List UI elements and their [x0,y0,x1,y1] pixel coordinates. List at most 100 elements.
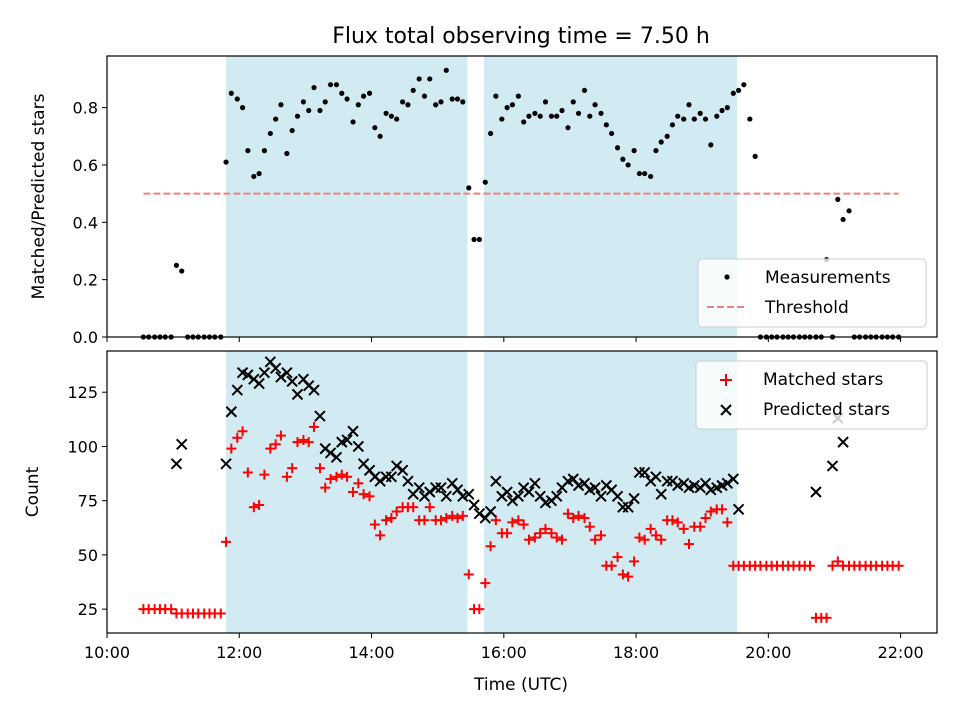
matched-star-point [369,519,380,530]
measurement-point [642,170,648,177]
measurement-point [648,173,654,180]
measurement-point [454,96,461,102]
predicted-star-point [727,473,740,485]
measurement-point [675,113,681,119]
predicted-star-point [490,475,502,487]
measurement-point [234,96,240,102]
predicted-star-point [837,436,849,448]
matched-star-point [248,502,259,513]
matched-star-point [358,489,369,500]
measurement-point [355,102,361,108]
matched-star-point [529,532,540,543]
matched-star-point [242,467,253,478]
measurement-point [570,99,576,105]
matched-star-point [391,506,402,517]
top-panel: 0.00.20.40.60.8 Matched/Predicted stars … [29,55,938,347]
measurement-point [466,185,472,191]
bottom-ytick-label: 125 [67,383,98,402]
bottom-axes-frame [106,350,938,634]
predicted-star-point [463,488,475,500]
matched-star-point [166,604,177,615]
matched-star-point [325,473,336,484]
bottom-xtick-label: 18:00 [613,643,659,662]
predicted-star-point [402,475,414,487]
matched-star-point [535,528,546,539]
measurement-point [251,173,257,180]
predicted-star-point [396,464,409,477]
bottom-x-axis: 10:00 12:00 14:00 16:00 18:00 20:00 22:00 [84,633,924,662]
predicted-star-point [176,438,188,450]
measurement-point [603,122,609,128]
predicted-star-point [539,497,552,509]
matched-star-point [656,534,667,545]
matched-star-point [645,523,656,534]
matched-star-point [650,530,661,541]
predicted-star-point [457,490,469,503]
matched-star-point [672,517,683,528]
predicted-star-point [291,388,304,401]
measurement-point [609,130,615,137]
matched-star-point [270,439,281,450]
top-legend-box [697,258,927,328]
legend-label-threshold: Threshold [764,298,849,318]
top-x-axis-ticks [106,337,902,342]
measurement-point [493,93,499,99]
matched-star-point [221,536,232,547]
bottom-legend: Matched stars Predicted stars [695,360,928,430]
measurement-point [405,102,411,108]
matched-star-point [590,534,601,545]
legend-marker-matched [720,374,732,386]
matched-star-point [700,513,711,524]
measurement-point [730,90,736,96]
matched-star-point [435,515,446,526]
predicted-star-point [324,447,337,459]
predicted-star-point [628,492,640,505]
measurement-point [724,105,730,111]
top-ytick-label: 0.0 [73,328,98,347]
predicted-star-point [589,481,601,494]
matched-star-point [667,515,678,526]
predicted-star-point [721,477,734,490]
measurement-point [631,148,637,154]
predicted-star-point [253,377,265,390]
predicted-star-point [655,488,667,500]
matched-star-point [827,560,838,571]
predicted-star-point [352,440,365,453]
predicted-star-point [672,479,684,492]
bottom-xtick-label: 16:00 [481,643,527,662]
predicted-star-point [170,458,183,470]
predicted-star-point [225,406,238,418]
measurement-point [333,82,340,88]
top-legend: Measurements Threshold [697,258,927,328]
predicted-star-point [385,471,398,483]
measurement-point [322,99,328,105]
matched-star-point [573,510,584,521]
predicted-star-point [529,477,541,490]
matched-star-point [292,437,303,448]
matched-star-point [606,560,617,571]
predicted-star-point [810,486,822,498]
measurement-point [372,125,378,131]
measurement-point [361,93,367,99]
matched-star-point [441,513,452,524]
measurement-point [708,142,714,148]
measurement-point [261,148,268,154]
predicted-star-point [341,434,353,446]
legend-label-predicted: Predicted stars [763,400,890,420]
measurement-point [846,208,852,214]
measurement-point [752,153,758,159]
measurement-point [438,99,444,105]
matched-star-point [678,523,689,534]
matched-star-point [424,502,435,513]
predicted-star-point [506,494,519,507]
measurement-point [256,170,262,177]
measurement-point [735,87,742,94]
matched-star-point [579,513,590,524]
predicted-star-point [826,460,839,472]
measurement-point [289,127,295,134]
measurement-point [443,67,449,73]
measurement-point [383,110,389,116]
matched-star-point [275,430,286,441]
matched-star-point [551,532,562,543]
measurement-point [664,133,670,139]
